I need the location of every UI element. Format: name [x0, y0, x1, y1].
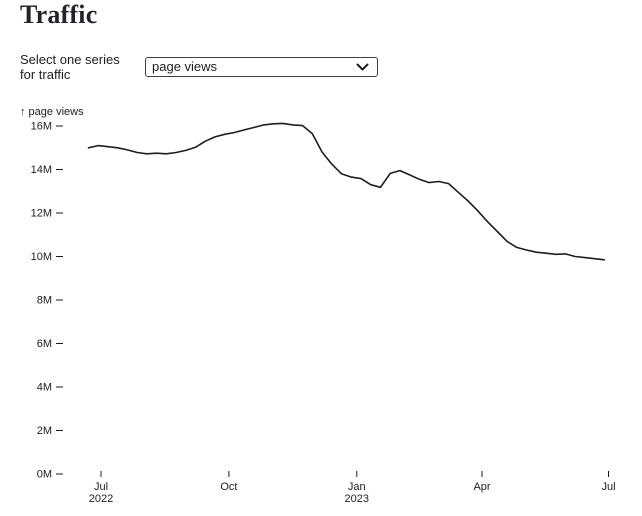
y-tick-label: 12M: [31, 208, 52, 220]
y-tick-label: 16M: [31, 121, 52, 133]
traffic-line-chart: ↑ page views0M2M4M6M8M10M12M14M16MJul202…: [20, 106, 616, 505]
y-tick-label: 0M: [37, 469, 52, 481]
x-tick-label: Jul: [94, 481, 108, 493]
x-tick-label: Jul: [601, 481, 615, 493]
y-tick-label: 8M: [37, 295, 52, 307]
series-select-wrap: page views: [145, 57, 378, 77]
y-tick-label: 2M: [37, 425, 52, 437]
traffic-chart: ↑ page views 0M 2M 4M 6M 8M 10M 12M 14M 16M Jul 202…: [0, 101, 642, 511]
page-title: Traffic: [20, 0, 98, 29]
x-tick-label-year: 2023: [345, 493, 369, 505]
x-tick-label: Apr: [473, 481, 490, 493]
page-views-line: [87, 122, 606, 261]
x-tick-label: Oct: [220, 481, 237, 493]
y-axis-title: ↑ page views: [20, 106, 84, 118]
x-tick-label-year: 2022: [89, 493, 113, 505]
series-select[interactable]: page views: [145, 57, 378, 77]
y-tick-label: 6M: [37, 338, 52, 350]
x-tick-label: Jan: [348, 481, 366, 493]
y-tick-label: 10M: [31, 251, 52, 263]
y-tick-label: 14M: [31, 164, 52, 176]
series-select-label: Select one series for traffic: [20, 52, 120, 82]
y-tick-label: 4M: [37, 382, 52, 394]
